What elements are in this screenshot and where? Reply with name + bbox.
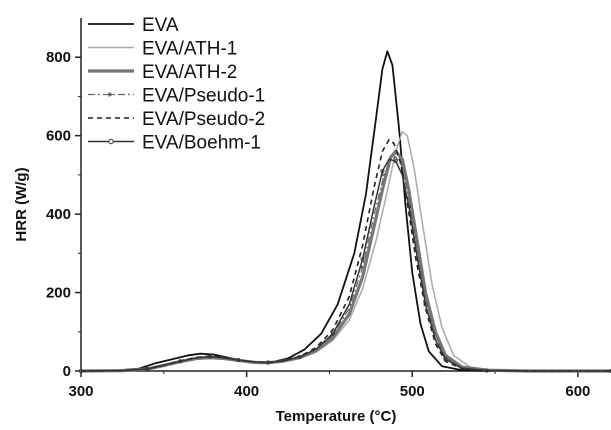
y-axis-title: HRR (W/g) bbox=[13, 167, 30, 241]
y-tick-label: 800 bbox=[46, 49, 71, 66]
legend-label-5: EVA/Pseudo-2 bbox=[142, 109, 265, 130]
legend-label-3: EVA/ATH-2 bbox=[142, 62, 237, 83]
y-tick-label: 400 bbox=[46, 206, 71, 223]
series-marker bbox=[266, 360, 271, 365]
series-marker bbox=[380, 168, 385, 173]
y-tick-label: 0 bbox=[63, 363, 71, 380]
series-marker bbox=[382, 173, 386, 177]
legend-label-2: EVA/ATH-1 bbox=[142, 39, 237, 60]
series-line-1 bbox=[80, 50, 611, 372]
x-tick-label: 600 bbox=[565, 383, 590, 400]
series-marker bbox=[406, 204, 411, 209]
x-tick-label: 300 bbox=[68, 383, 93, 400]
y-ticks: 0 200 400 600 800 bbox=[46, 49, 81, 380]
x-tick-label: 400 bbox=[234, 383, 259, 400]
series-marker bbox=[393, 159, 398, 164]
x-axis-title: Temperature (°C) bbox=[276, 408, 397, 425]
series-marker bbox=[330, 331, 335, 336]
series-marker bbox=[236, 358, 241, 363]
y-tick-label: 600 bbox=[46, 128, 71, 145]
y-tick-label: 200 bbox=[46, 285, 71, 302]
legend-label-1: EVA bbox=[142, 15, 179, 36]
series-marker bbox=[609, 369, 611, 373]
series-marker bbox=[360, 265, 365, 269]
plot-area: 300 400 500 600 0 200 400 600 800 bbox=[46, 18, 611, 400]
series-marker bbox=[484, 368, 489, 373]
series-line-5 bbox=[80, 138, 611, 372]
series-marker bbox=[208, 354, 213, 359]
series-marker bbox=[423, 302, 428, 307]
series-line-6 bbox=[80, 158, 611, 372]
x-ticks: 300 400 500 600 bbox=[68, 371, 590, 400]
series-marker bbox=[145, 367, 150, 372]
series-marker bbox=[79, 368, 84, 373]
series-line-4 bbox=[80, 156, 611, 372]
legend-marker bbox=[108, 138, 114, 145]
series-line-2 bbox=[80, 130, 611, 372]
legend-marker bbox=[108, 92, 114, 97]
series-marker bbox=[393, 155, 398, 160]
series-marker bbox=[297, 354, 302, 359]
legend-label-6: EVA/Boehm-1 bbox=[142, 133, 261, 154]
series-marker bbox=[360, 257, 365, 262]
series-line-3 bbox=[80, 149, 611, 373]
series-marker bbox=[443, 357, 448, 362]
series-group bbox=[79, 50, 611, 373]
series-marker bbox=[178, 359, 183, 364]
legend-label-4: EVA/Pseudo-1 bbox=[142, 86, 265, 107]
x-tick-label: 500 bbox=[400, 383, 425, 400]
